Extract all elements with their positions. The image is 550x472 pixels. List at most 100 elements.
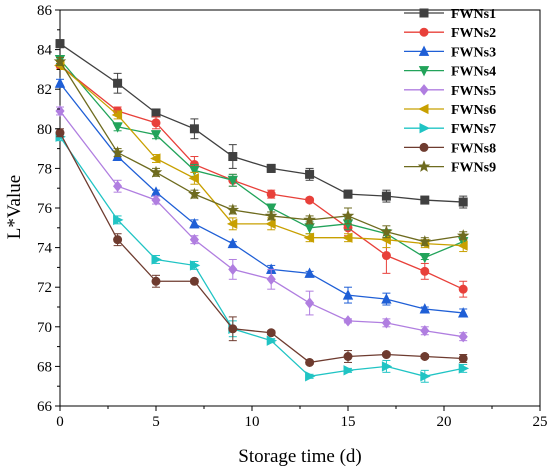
legend-label: FWNs8 (451, 141, 496, 156)
legend-item: FWNs7 (404, 122, 496, 137)
data-point (381, 251, 391, 261)
legend-item: FWNs9 (404, 160, 496, 176)
data-point (457, 240, 468, 251)
y-tick-label: 66 (37, 399, 53, 415)
data-point (304, 267, 315, 278)
data-point (343, 189, 353, 199)
data-point (189, 124, 199, 134)
y-tick-label: 82 (37, 82, 52, 98)
y-tick-label: 84 (37, 43, 53, 59)
plot-area: 0 5 10 15 20 25 66 68 70 72 74 76 78 80 82 84 86 (37, 3, 548, 430)
legend-label: FWNs4 (451, 65, 496, 80)
legend-item: FWNs1 (404, 7, 496, 22)
legend-marker (419, 123, 430, 134)
legend-label: FWNs9 (451, 161, 496, 176)
data-point (458, 307, 469, 318)
data-point (343, 315, 353, 327)
data-point (266, 335, 278, 346)
data-point (304, 223, 315, 234)
data-point (341, 209, 355, 222)
data-point (188, 187, 201, 200)
data-point (265, 218, 276, 230)
data-point (228, 263, 238, 276)
data-point (458, 353, 468, 363)
data-point (226, 203, 240, 216)
legend-label: FWNs2 (451, 26, 496, 41)
data-point (342, 232, 353, 243)
data-point (228, 324, 238, 334)
legend-marker (418, 103, 429, 115)
series-fwns9 (53, 54, 470, 247)
data-point (303, 232, 315, 243)
data-point (151, 254, 162, 265)
data-point (419, 253, 430, 264)
legend-item: FWNs4 (404, 65, 496, 80)
legend-marker (418, 66, 430, 77)
legend-label: FWNs6 (451, 103, 496, 118)
data-point (303, 213, 316, 226)
data-point (111, 146, 124, 158)
data-point (188, 173, 199, 184)
y-tick-label: 80 (37, 122, 52, 138)
legend-item: FWNs8 (404, 141, 496, 156)
data-point (189, 260, 201, 271)
data-point (227, 237, 238, 249)
data-point (113, 78, 123, 88)
data-point (113, 235, 123, 245)
data-point (420, 325, 430, 337)
legend-label: FWNs3 (451, 45, 496, 60)
legend-label: FWNs1 (451, 7, 496, 22)
data-point (266, 273, 276, 285)
data-point (418, 235, 432, 247)
y-tick-label: 86 (37, 3, 53, 19)
series-fwns8 (55, 128, 468, 367)
data-point (458, 363, 470, 374)
data-point (151, 194, 161, 206)
data-point (305, 371, 316, 382)
series-line (59, 64, 464, 290)
data-point (228, 152, 238, 162)
series-line (59, 132, 464, 364)
axes-layer: 0 5 10 15 20 25 66 68 70 72 74 76 78 80 82 84 86 (37, 3, 548, 430)
legend-label: FWNs5 (451, 84, 496, 99)
legend-marker (419, 8, 429, 18)
x-tick-label: 10 (245, 414, 260, 430)
legend-item: FWNs2 (404, 26, 496, 41)
y-tick-label: 78 (37, 161, 52, 177)
data-point (150, 153, 161, 164)
data-point (266, 163, 276, 173)
data-point (343, 365, 354, 376)
data-point (342, 289, 354, 300)
series-fwns7 (55, 131, 470, 383)
x-tick-label: 5 (152, 414, 160, 430)
series-fwns2 (55, 60, 468, 298)
data-point (381, 350, 391, 360)
data-point (189, 165, 200, 177)
data-point (113, 214, 124, 226)
data-point (305, 195, 315, 205)
data-point (151, 118, 161, 128)
data-point (112, 122, 123, 133)
data-point (189, 234, 199, 246)
legend-item: FWNs6 (404, 103, 496, 118)
data-point (266, 203, 277, 214)
data-point (305, 297, 315, 309)
series-fwns5 (55, 105, 468, 343)
data-point (266, 189, 276, 199)
x-axis-title: Storage time (d) (238, 446, 361, 467)
data-point (53, 54, 67, 67)
data-point (151, 276, 161, 286)
x-tick-label: 25 (533, 414, 548, 430)
data-point (151, 108, 161, 118)
data-point (420, 371, 431, 382)
data-point (381, 293, 392, 304)
y-tick-label: 68 (37, 359, 52, 375)
data-point (55, 128, 65, 138)
y-tick-label: 76 (37, 201, 53, 217)
data-point (381, 191, 391, 201)
data-point (420, 195, 430, 205)
legend: FWNs1 FWNs2 FWNs3 FWNs4 FWNs5 FWNs6 FWNs7 FWNs8… (404, 7, 496, 176)
data-point (111, 109, 123, 121)
legend-marker (418, 45, 430, 56)
